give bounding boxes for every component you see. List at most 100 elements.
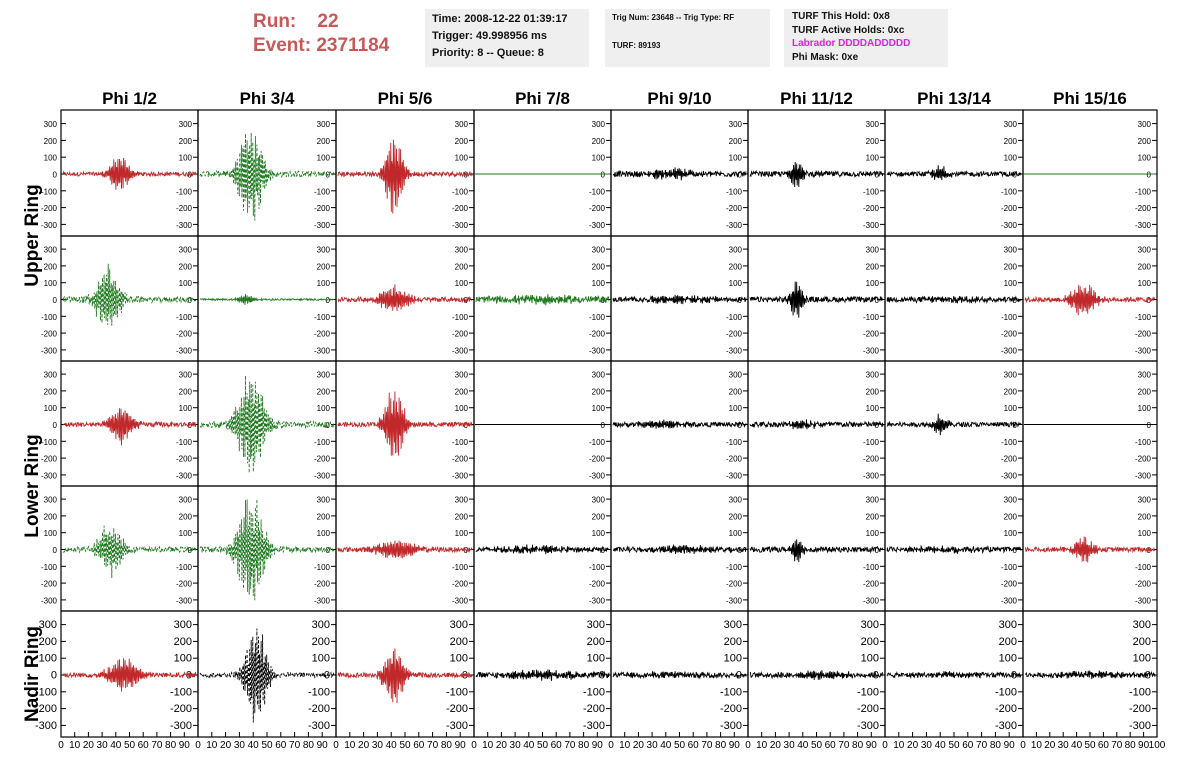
y-tick-label: 0 xyxy=(326,421,331,430)
y-tick-label: -100 xyxy=(863,563,880,572)
y-tick-label: -200 xyxy=(1129,703,1151,715)
y-tick-label: 300 xyxy=(1004,246,1018,255)
y-tick-label: -200 xyxy=(176,330,193,339)
y-tick-label: -100 xyxy=(176,187,193,196)
run-value: 22 xyxy=(317,11,339,32)
x-tick-label: 10 xyxy=(1031,740,1043,751)
x-tick-label: 70 xyxy=(151,740,163,751)
x-tick-label: 10 xyxy=(756,740,768,751)
waveform-series xyxy=(199,498,335,601)
x-tick-label: 90 xyxy=(1004,740,1016,751)
x-tick-label: 70 xyxy=(289,740,301,751)
y-tick-label: 200 xyxy=(866,512,880,521)
y-tick-label: -200 xyxy=(452,455,469,464)
y-tick-label: 200 xyxy=(1004,262,1018,271)
x-tick-label: 60 xyxy=(551,740,563,751)
y-tick-label: 0 xyxy=(324,670,330,682)
turf-active-holds-text: TURF Active Holds: 0xc xyxy=(792,24,905,36)
x-tick-label: 40 xyxy=(1071,740,1083,751)
y-tick-label: 300 xyxy=(179,496,193,505)
x-tick-label: 90 xyxy=(866,740,878,751)
x-tick-label: 60 xyxy=(1098,740,1110,751)
y-tick-label: 100 xyxy=(866,529,880,538)
y-tick-label: 200 xyxy=(312,636,330,648)
x-tick-label: 90 xyxy=(455,740,467,751)
y-tick-label: 200 xyxy=(179,262,193,271)
x-tick-label: 40 xyxy=(523,740,535,751)
x-tick-label: 50 xyxy=(1084,740,1096,751)
y-tick-label: 100 xyxy=(592,529,606,538)
y-tick-label: 300 xyxy=(592,246,606,255)
y-tick-label: 100 xyxy=(1138,404,1152,413)
y-tick-label: -300 xyxy=(1135,221,1152,230)
subplot-frame xyxy=(473,109,612,237)
x-tick-label: 70 xyxy=(564,740,576,751)
x-tick-label: 80 xyxy=(715,740,727,751)
x-tick-label: 20 xyxy=(496,740,508,751)
y-tick-label: 200 xyxy=(592,512,606,521)
y-tick-label: 300 xyxy=(729,120,743,129)
y-tick-label: 300 xyxy=(1138,371,1152,380)
y-tick-label: -200 xyxy=(41,330,58,339)
y-tick-label: 300 xyxy=(729,246,743,255)
x-tick-label: 0 xyxy=(195,740,201,751)
y-tick-label: 300 xyxy=(1138,246,1152,255)
y-tick-label: -200 xyxy=(176,204,193,213)
x-tick-label: 90 xyxy=(592,740,604,751)
y-tick-label: -300 xyxy=(314,221,331,230)
y-tick-label: -300 xyxy=(726,471,743,480)
y-tick-label: 300 xyxy=(44,496,58,505)
x-tick-label: 90 xyxy=(729,740,741,751)
x-tick-label: 80 xyxy=(1125,740,1137,751)
x-tick-label: 60 xyxy=(688,740,700,751)
y-tick-label: -100 xyxy=(452,438,469,447)
x-tick-label: 20 xyxy=(770,740,782,751)
y-tick-label: -300 xyxy=(995,720,1017,732)
y-tick-label: 300 xyxy=(39,619,57,631)
y-tick-label: 100 xyxy=(179,154,193,163)
y-tick-label: -200 xyxy=(1001,580,1018,589)
y-tick-label: -200 xyxy=(41,580,58,589)
waveform-series xyxy=(337,139,473,214)
y-tick-label: -300 xyxy=(41,221,58,230)
x-tick-label: 80 xyxy=(303,740,315,751)
x-tick-label: 70 xyxy=(701,740,713,751)
y-tick-label: 200 xyxy=(861,636,879,648)
y-tick-label: -300 xyxy=(863,346,880,355)
y-tick-label: 0 xyxy=(53,421,58,430)
y-tick-label: 100 xyxy=(455,279,469,288)
y-tick-label: 100 xyxy=(866,279,880,288)
x-tick-label: 50 xyxy=(674,740,686,751)
y-tick-label: 200 xyxy=(455,512,469,521)
y-tick-label: 100 xyxy=(1138,154,1152,163)
y-tick-label: -300 xyxy=(589,471,606,480)
y-tick-label: -200 xyxy=(170,703,192,715)
y-tick-label: 200 xyxy=(1004,137,1018,146)
column-header-7: Phi 13/14 xyxy=(917,89,991,108)
x-tick-label: 30 xyxy=(97,740,109,751)
x-tick-label: 80 xyxy=(990,740,1002,751)
y-tick-label: 300 xyxy=(179,246,193,255)
y-tick-label: 200 xyxy=(592,262,606,271)
y-tick-label: -300 xyxy=(170,720,192,732)
y-tick-label: 0 xyxy=(53,296,58,305)
x-tick-label: 0 xyxy=(745,740,751,751)
y-tick-label: -300 xyxy=(1001,471,1018,480)
y-tick-label: 200 xyxy=(455,262,469,271)
y-tick-label: 300 xyxy=(866,246,880,255)
y-tick-label: -100 xyxy=(314,438,331,447)
waveform-series xyxy=(475,669,610,681)
y-tick-label: -300 xyxy=(863,221,880,230)
waveform-series xyxy=(337,391,473,456)
y-tick-label: 300 xyxy=(455,120,469,129)
y-tick-label: -100 xyxy=(446,686,468,698)
y-tick-label: 0 xyxy=(51,670,57,682)
y-tick-label: 300 xyxy=(44,120,58,129)
x-tick-label: 20 xyxy=(907,740,919,751)
x-tick-label: 50 xyxy=(811,740,823,751)
y-tick-label: -200 xyxy=(726,204,743,213)
y-tick-label: 200 xyxy=(179,137,193,146)
y-tick-label: 300 xyxy=(587,619,605,631)
y-tick-label: 300 xyxy=(174,619,192,631)
y-tick-label: -200 xyxy=(589,330,606,339)
